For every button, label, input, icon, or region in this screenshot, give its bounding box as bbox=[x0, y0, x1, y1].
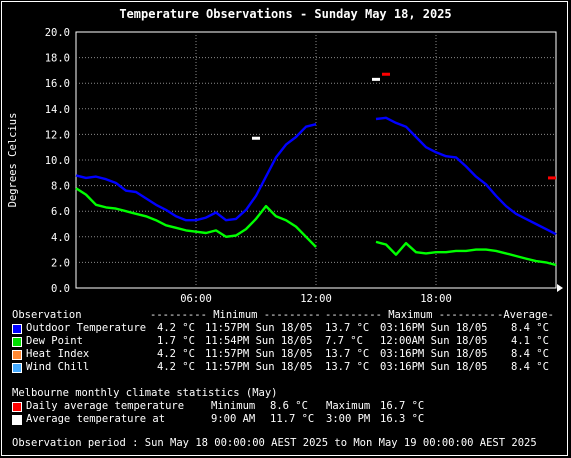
legend-max-time: 03:16PM Sun 18/05 bbox=[380, 322, 488, 334]
legend-max-time: 12:00AM Sun 18/05 bbox=[380, 335, 488, 347]
average-at-time2: 3:00 PM bbox=[326, 413, 371, 425]
y-tick-label: 14.0 bbox=[45, 104, 70, 116]
legend-max: 13.7 °C bbox=[325, 348, 370, 360]
daily-average-label: Daily average temperature bbox=[26, 400, 185, 412]
legend-label: Heat Index bbox=[26, 348, 90, 360]
dew-point-line bbox=[75, 187, 317, 248]
legend-min: 1.7 °C bbox=[157, 335, 195, 347]
legend-label: Dew Point bbox=[26, 335, 83, 347]
legend-header-maximum: --------- Maximum --------- bbox=[325, 309, 496, 321]
dew-point-line bbox=[375, 240, 557, 267]
legend-max-time: 03:16PM Sun 18/05 bbox=[380, 348, 488, 360]
daily-average-max-label: Maximum bbox=[326, 400, 371, 412]
x-axis-arrow-icon bbox=[557, 284, 563, 292]
legend-max: 13.7 °C bbox=[325, 361, 370, 373]
legend-min-time: 11:57PM Sun 18/05 bbox=[205, 348, 313, 360]
y-tick-label: 8.0 bbox=[51, 181, 70, 193]
daily-average-swatch bbox=[12, 402, 22, 412]
y-tick-label: 4.0 bbox=[51, 232, 70, 244]
legend-max-time: 03:16PM Sun 18/05 bbox=[380, 361, 488, 373]
plot-area: 0.02.04.06.08.010.012.014.016.018.020.0 … bbox=[7, 27, 563, 305]
y-tick-label: 20.0 bbox=[45, 27, 70, 39]
legend-label: Outdoor Temperature bbox=[26, 322, 147, 334]
daily-average-marker bbox=[382, 72, 390, 76]
y-tick-label: 18.0 bbox=[45, 53, 70, 65]
daily-average-min-label: Minimum bbox=[211, 400, 256, 412]
legend-avg: 8.4 °C bbox=[511, 361, 549, 373]
average-at-time1: 9:00 AM bbox=[211, 413, 256, 425]
climate-title: Melbourne monthly climate statistics (Ma… bbox=[12, 387, 278, 399]
outdoor-temperature-line bbox=[75, 123, 317, 222]
legend-swatch bbox=[12, 350, 22, 360]
legend-min-time: 11:54PM Sun 18/05 bbox=[205, 335, 313, 347]
chart-title: Temperature Observations - Sunday May 18… bbox=[119, 7, 452, 21]
legend-max: 13.7 °C bbox=[325, 322, 370, 334]
outdoor-temperature-line bbox=[375, 116, 557, 236]
observation-period: Observation period : Sun May 18 00:00:00… bbox=[12, 437, 537, 449]
legend-swatch bbox=[12, 337, 22, 347]
legend-max: 7.7 °C bbox=[325, 335, 363, 347]
daily-average-marker bbox=[548, 176, 556, 180]
x-tick-labels: 06:00 12:00 18:00 bbox=[180, 293, 452, 305]
x-tick-label: 18:00 bbox=[420, 293, 452, 305]
legend-avg: 8.4 °C bbox=[511, 348, 549, 360]
y-tick-label: 0.0 bbox=[51, 283, 70, 295]
average-at-swatch bbox=[12, 415, 22, 425]
x-tick-label: 12:00 bbox=[300, 293, 332, 305]
average-at-marker bbox=[372, 77, 380, 81]
daily-average-min: 8.6 °C bbox=[270, 400, 308, 412]
y-axis-label: Degrees Celcius bbox=[7, 113, 19, 208]
legend-min-time: 11:57PM Sun 18/05 bbox=[205, 322, 313, 334]
y-tick-label: 2.0 bbox=[51, 257, 70, 269]
y-tick-label: 16.0 bbox=[45, 78, 70, 90]
legend-swatch bbox=[12, 324, 22, 334]
legend-avg: 8.4 °C bbox=[511, 322, 549, 334]
average-at-val1: 11.7 °C bbox=[270, 413, 315, 425]
y-tick-label: 6.0 bbox=[51, 206, 70, 218]
legend-header-average: -Average- bbox=[497, 309, 554, 321]
average-at-val2: 16.3 °C bbox=[380, 413, 425, 425]
legend-header-observation: Observation bbox=[12, 309, 82, 321]
y-tick-labels: 0.0 2.0 4.0 6.0 8.0 10.0 12.0 14.0 16.0 18.0 20.0 bbox=[45, 27, 70, 295]
y-tick-label: 10.0 bbox=[45, 155, 70, 167]
series-lines bbox=[75, 116, 557, 267]
y-tick-label: 12.0 bbox=[45, 129, 70, 141]
climate-markers bbox=[252, 72, 556, 180]
daily-average-max: 16.7 °C bbox=[380, 400, 425, 412]
legend-header-minimum: --------- Minimum --------- bbox=[150, 309, 321, 321]
average-at-label: Average temperature at bbox=[26, 413, 166, 425]
legend-label: Wind Chill bbox=[26, 361, 90, 373]
legend-avg: 4.1 °C bbox=[511, 335, 549, 347]
average-at-marker bbox=[252, 136, 260, 140]
legend-min: 4.2 °C bbox=[157, 361, 195, 373]
legend-min-time: 11:57PM Sun 18/05 bbox=[205, 361, 313, 373]
legend-swatch bbox=[12, 363, 22, 373]
legend-min: 4.2 °C bbox=[157, 322, 195, 334]
legend-min: 4.2 °C bbox=[157, 348, 195, 360]
x-tick-label: 06:00 bbox=[180, 293, 212, 305]
